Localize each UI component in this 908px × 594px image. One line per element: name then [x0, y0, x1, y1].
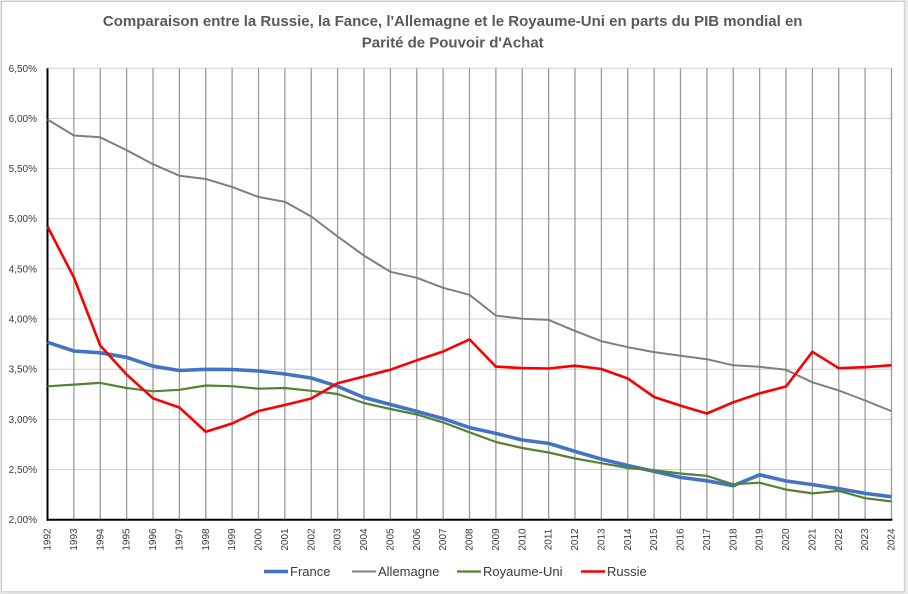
svg-text:1997: 1997: [174, 528, 185, 551]
svg-text:Parité de Pouvoir d'Achat: Parité de Pouvoir d'Achat: [362, 35, 544, 52]
svg-text:2024: 2024: [887, 528, 898, 551]
svg-text:2013: 2013: [596, 528, 607, 551]
svg-text:2003: 2003: [333, 528, 344, 551]
svg-text:6,00%: 6,00%: [9, 114, 37, 125]
svg-text:2004: 2004: [359, 528, 370, 551]
svg-text:2007: 2007: [438, 528, 449, 551]
svg-text:2017: 2017: [702, 528, 713, 551]
svg-text:2011: 2011: [544, 528, 555, 550]
svg-text:2008: 2008: [465, 528, 476, 551]
svg-text:France: France: [290, 564, 330, 579]
svg-text:2015: 2015: [649, 528, 660, 551]
svg-text:5,00%: 5,00%: [9, 214, 37, 225]
svg-text:2012: 2012: [570, 528, 581, 551]
svg-text:1992: 1992: [43, 528, 54, 551]
svg-text:2022: 2022: [834, 528, 845, 551]
svg-text:2009: 2009: [491, 528, 502, 551]
svg-text:6,50%: 6,50%: [9, 64, 37, 75]
svg-text:2010: 2010: [517, 528, 528, 551]
svg-text:2005: 2005: [385, 528, 396, 551]
svg-text:Royaume-Uni: Royaume-Uni: [483, 564, 563, 579]
svg-text:2,00%: 2,00%: [9, 515, 37, 526]
svg-text:2,50%: 2,50%: [9, 465, 37, 476]
svg-text:1999: 1999: [227, 528, 238, 551]
svg-text:2021: 2021: [807, 528, 818, 551]
svg-text:2000: 2000: [254, 528, 265, 551]
svg-text:Comparaison entre la Russie, l: Comparaison entre la Russie, la Fance, l…: [103, 13, 803, 30]
svg-text:2019: 2019: [755, 528, 766, 551]
svg-text:1995: 1995: [122, 528, 133, 551]
svg-text:2006: 2006: [412, 528, 423, 551]
svg-text:1996: 1996: [148, 528, 159, 551]
svg-text:1994: 1994: [95, 528, 106, 551]
svg-text:4,00%: 4,00%: [9, 315, 37, 326]
svg-text:3,00%: 3,00%: [9, 415, 37, 426]
svg-text:Allemagne: Allemagne: [378, 564, 439, 579]
svg-text:4,50%: 4,50%: [9, 264, 37, 275]
svg-text:2018: 2018: [728, 528, 739, 551]
svg-text:2023: 2023: [860, 528, 871, 551]
svg-text:2001: 2001: [280, 528, 291, 551]
svg-text:3,50%: 3,50%: [9, 365, 37, 376]
svg-text:2020: 2020: [781, 528, 792, 551]
svg-text:2014: 2014: [623, 528, 634, 551]
svg-text:1998: 1998: [201, 528, 212, 551]
svg-text:1993: 1993: [69, 528, 80, 551]
svg-text:2002: 2002: [306, 528, 317, 551]
svg-text:Russie: Russie: [607, 564, 647, 579]
svg-text:5,50%: 5,50%: [9, 164, 37, 175]
svg-text:2016: 2016: [676, 528, 687, 551]
